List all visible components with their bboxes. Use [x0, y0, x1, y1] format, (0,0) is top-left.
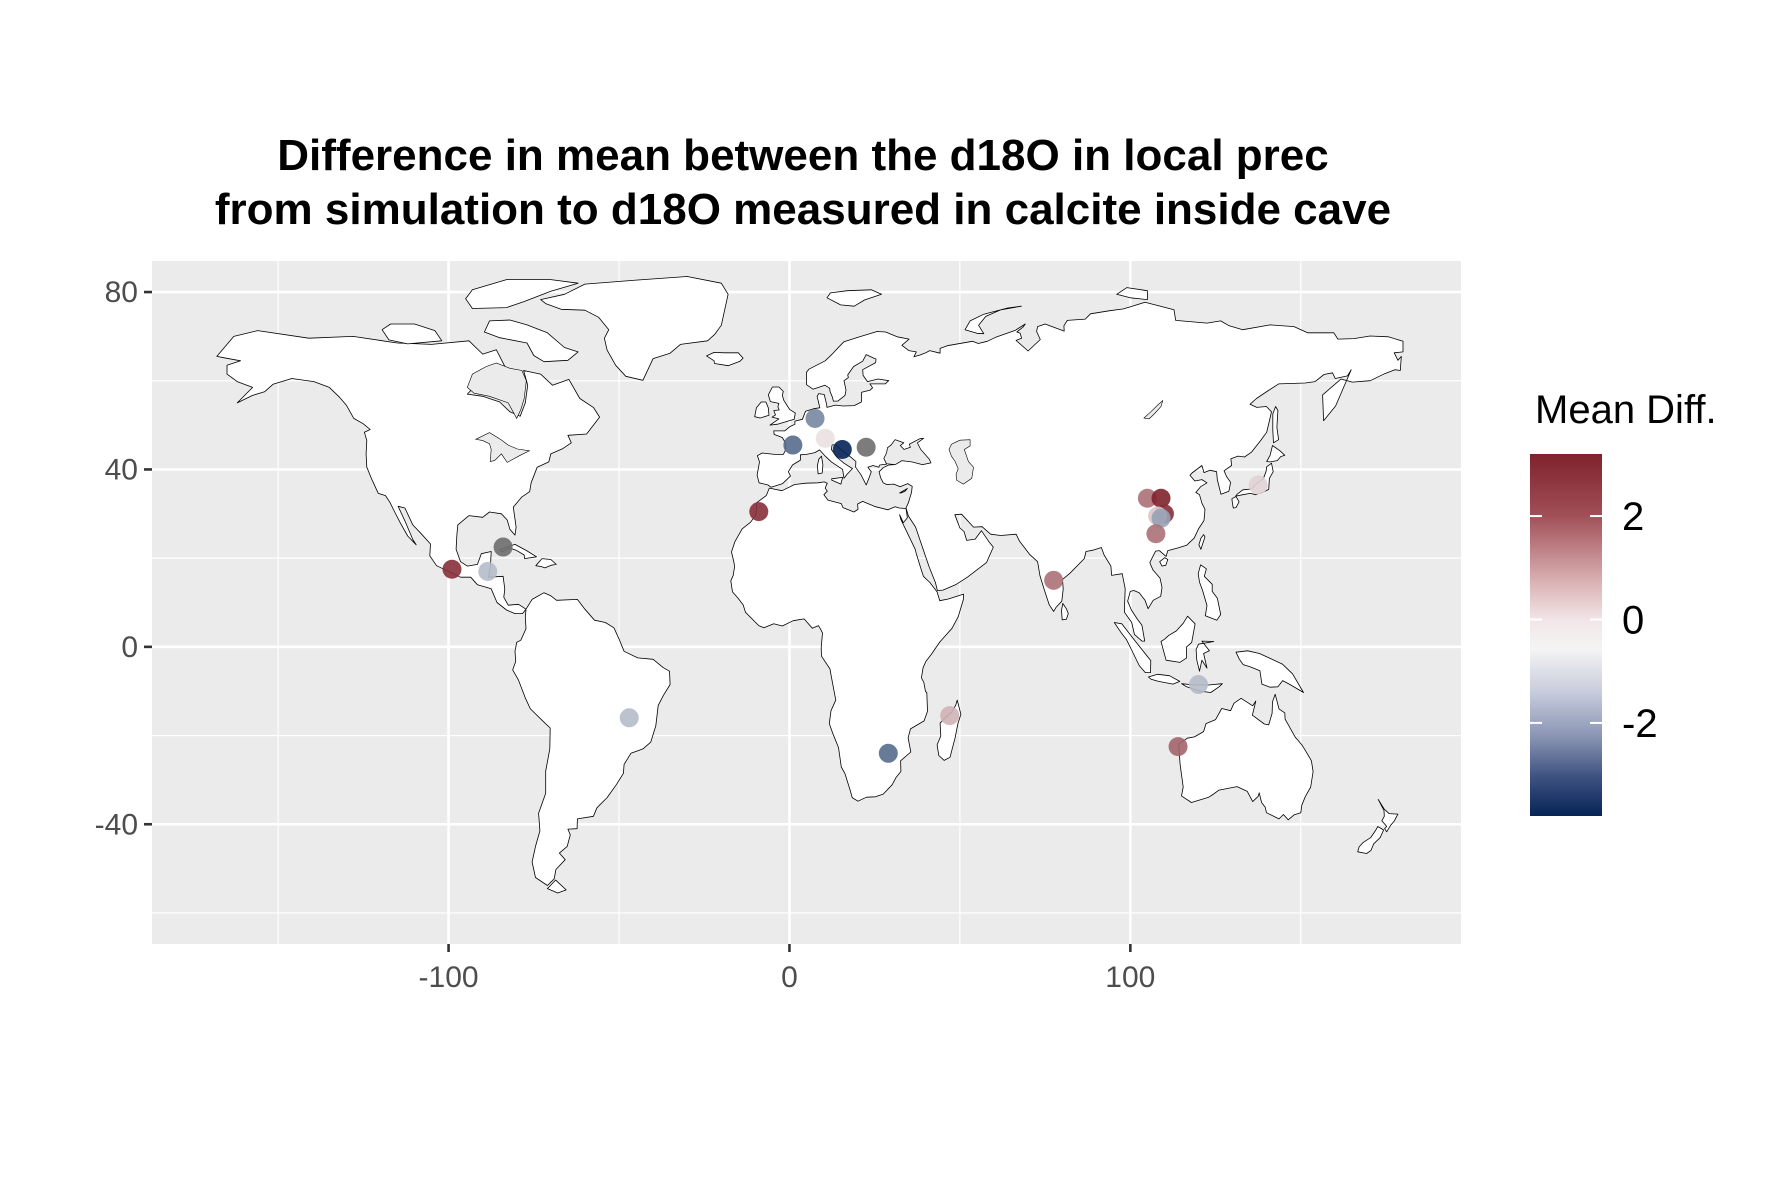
land-south-america: [512, 592, 671, 886]
land-taiwan: [1198, 534, 1206, 550]
land-philippines: [1197, 564, 1222, 621]
y-tick-label: 0: [121, 631, 138, 664]
water-caspian-sea: [948, 439, 974, 485]
land-arctic-island-baffin: [484, 319, 579, 363]
cave-site-point: [815, 428, 835, 448]
x-tick-label: 100: [1105, 961, 1155, 994]
land-new-zealand-south: [1357, 826, 1384, 854]
land-layer: [216, 276, 1404, 894]
land-japan-kyushu: [1231, 496, 1240, 509]
cave-site-point: [1146, 524, 1166, 544]
cave-site-point: [442, 559, 462, 579]
map-title-line-1: Difference in mean between the d18O in l…: [277, 131, 1328, 180]
water-black-sea: [883, 437, 932, 465]
map-title-line-2: from simulation to d18O measured in calc…: [215, 185, 1391, 234]
land-sri-lanka: [1061, 603, 1069, 621]
legend-label: -2: [1622, 702, 1658, 746]
axes: 80 40 0 -40 -100 0 100: [95, 276, 1156, 994]
land-arctic-island-victoria: [381, 323, 443, 345]
land-java: [1148, 673, 1181, 685]
cave-site-point: [1137, 488, 1157, 508]
legend-ticks: 2 0 -2: [1530, 495, 1658, 746]
cave-site-point: [783, 435, 803, 455]
land-great-britain: [767, 386, 796, 426]
land-sumatra: [1113, 622, 1152, 673]
land-new-zealand-north: [1377, 799, 1399, 833]
legend: Mean Diff. 2 0 -2: [1530, 388, 1717, 816]
cave-site-point: [940, 706, 960, 726]
land-hainan: [1159, 557, 1169, 567]
land-africa: [730, 481, 964, 802]
legend-title: Mean Diff.: [1535, 388, 1717, 432]
y-tick-label: -40: [95, 808, 138, 841]
legend-label: 0: [1622, 598, 1644, 642]
land-sakhalin: [1272, 406, 1279, 444]
cave-site-point: [1044, 570, 1064, 590]
land-australia: [1178, 693, 1314, 821]
cave-site-point: [1151, 508, 1171, 528]
land-arctic-island-ellesmere: [465, 279, 579, 309]
map-panel: [152, 261, 1461, 944]
cave-site-point: [1248, 475, 1268, 495]
water-great-lakes: [474, 432, 531, 463]
cave-site-point: [1151, 488, 1171, 508]
water-hudson-bay: [466, 362, 527, 420]
x-tick-label: 0: [781, 961, 798, 994]
land-crete-cyprus: [899, 488, 908, 494]
land-sulawesi: [1195, 640, 1215, 672]
water-lake-baikal: [1143, 399, 1164, 420]
land-japan-hokkaido: [1266, 445, 1286, 463]
land-iceland: [706, 352, 744, 367]
cave-site-point: [1189, 675, 1209, 695]
land-north-america: [216, 330, 600, 614]
land-sicily: [831, 477, 843, 485]
cave-site-point: [493, 537, 513, 557]
cave-site-point: [856, 437, 876, 457]
data-points: [442, 408, 1268, 763]
cave-site-point: [805, 408, 825, 428]
land-tierra-del-fuego: [547, 879, 567, 894]
land-novaya-zemlya: [964, 305, 1022, 335]
cave-site-point: [749, 502, 769, 522]
cave-site-point: [478, 561, 498, 581]
legend-label: 2: [1622, 495, 1644, 539]
land-borneo: [1160, 615, 1196, 663]
cave-site-point: [1168, 737, 1188, 757]
cave-site-point: [878, 743, 898, 763]
land-ireland: [754, 401, 770, 419]
cave-site-point: [619, 708, 639, 728]
legend-colorbar: [1530, 454, 1602, 816]
y-tick-label: 40: [105, 453, 138, 486]
land-new-guinea: [1235, 650, 1304, 693]
land-hispaniola: [535, 558, 557, 569]
land-severnaya-zemlya: [1116, 287, 1148, 300]
y-tick-label: 80: [105, 276, 138, 309]
cave-site-point: [832, 439, 852, 459]
land-greenland: [540, 276, 729, 381]
land-sardinia-corsica: [817, 455, 824, 475]
land-svalbard: [826, 289, 882, 307]
x-tick-label: -100: [419, 961, 479, 994]
